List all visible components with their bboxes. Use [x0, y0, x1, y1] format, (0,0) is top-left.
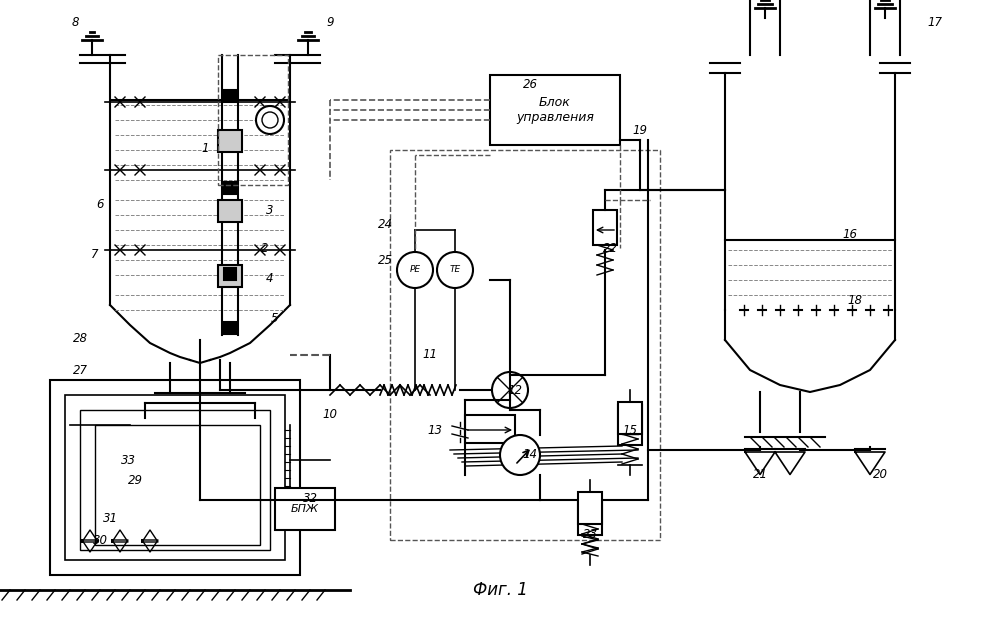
Text: 13: 13 [428, 424, 443, 437]
Text: 33: 33 [121, 453, 136, 466]
Bar [618, 405, 642, 445]
Text: PE: PE [410, 266, 421, 274]
Text: 17: 17 [927, 16, 942, 29]
Bar [218, 130, 242, 152]
Text: 7: 7 [91, 249, 99, 261]
Text: 28: 28 [73, 332, 88, 345]
Bar [218, 265, 242, 287]
Bar [618, 402, 642, 434]
Text: 10: 10 [323, 409, 338, 422]
Text: TE: TE [450, 266, 461, 274]
Text: 26: 26 [522, 78, 537, 91]
Text: Блок
управления: Блок управления [516, 96, 594, 124]
Bar [465, 415, 515, 443]
Circle shape [397, 252, 433, 288]
Text: 24: 24 [378, 218, 393, 231]
Bar [95, 425, 260, 545]
Bar [390, 150, 660, 540]
Text: 6: 6 [96, 198, 104, 211]
Text: 15: 15 [622, 424, 637, 437]
Bar [80, 410, 270, 550]
Text: 21: 21 [752, 468, 767, 481]
Text: 2: 2 [262, 241, 269, 254]
Text: 1: 1 [201, 141, 209, 154]
Text: 22: 22 [602, 241, 617, 254]
Bar [593, 210, 617, 245]
Bar [218, 55, 288, 185]
Text: 30: 30 [93, 534, 108, 547]
Bar [578, 500, 602, 535]
Bar [65, 395, 285, 560]
Bar [578, 492, 602, 524]
Bar [50, 380, 300, 575]
Text: 9: 9 [327, 16, 334, 29]
Bar [490, 75, 620, 145]
Bar [224, 182, 236, 194]
Text: 8: 8 [71, 16, 79, 29]
Text: 18: 18 [847, 294, 862, 307]
Text: Фиг. 1: Фиг. 1 [473, 581, 527, 599]
Text: 20: 20 [872, 468, 887, 481]
Text: 27: 27 [73, 363, 88, 376]
Circle shape [500, 435, 540, 475]
Text: 32: 32 [303, 491, 318, 504]
Text: 25: 25 [378, 254, 393, 266]
Circle shape [256, 106, 284, 134]
Bar [224, 322, 236, 334]
Text: 3: 3 [267, 203, 274, 216]
Bar [275, 488, 335, 530]
Text: 4: 4 [267, 271, 274, 284]
Text: БПЖ: БПЖ [291, 504, 319, 514]
Bar [224, 268, 236, 280]
Text: 29: 29 [128, 473, 143, 486]
Text: 14: 14 [522, 448, 537, 462]
Text: 31: 31 [103, 511, 118, 524]
Text: 12: 12 [507, 384, 522, 396]
Text: 23: 23 [582, 529, 597, 542]
Text: 5: 5 [272, 312, 279, 325]
Bar [224, 90, 236, 102]
Text: 19: 19 [632, 124, 647, 136]
Circle shape [437, 252, 473, 288]
Text: 16: 16 [842, 228, 857, 241]
Bar [218, 200, 242, 222]
Text: 11: 11 [423, 348, 438, 361]
